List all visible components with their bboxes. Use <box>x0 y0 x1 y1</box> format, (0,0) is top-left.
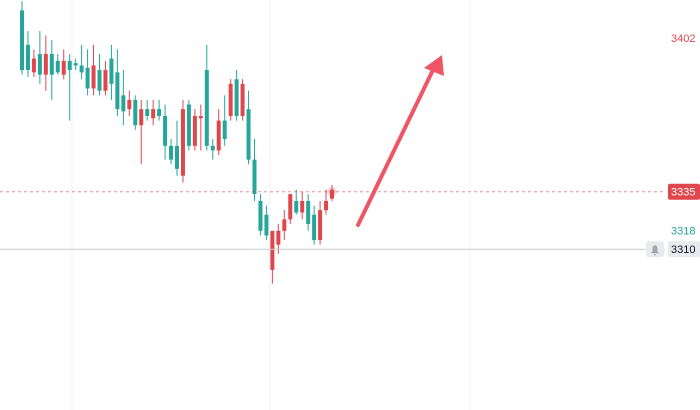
candle-body <box>25 44 30 71</box>
arrow <box>356 55 444 227</box>
candle-body <box>103 70 108 91</box>
candle-body <box>61 60 66 75</box>
candle-body <box>43 53 48 75</box>
candle-body <box>222 120 227 139</box>
candle-body <box>234 79 239 116</box>
candle-body <box>73 63 78 66</box>
candle-body <box>163 115 168 146</box>
candle-body <box>276 230 281 245</box>
price-label-box <box>668 183 700 200</box>
candle-body <box>20 10 24 71</box>
candle-body <box>288 194 293 220</box>
price-label-box <box>668 241 700 258</box>
candle-body <box>127 99 132 110</box>
candle-body <box>121 95 126 112</box>
candle-body <box>216 120 221 151</box>
candle-body <box>85 67 90 89</box>
price-label: 3310 <box>671 244 695 256</box>
price-label: 3402 <box>671 33 695 45</box>
alert-bell <box>651 245 659 256</box>
candle-body <box>294 200 299 213</box>
candle-body <box>282 219 287 231</box>
candle-body <box>258 200 263 231</box>
candle-body <box>169 145 174 160</box>
candle-body <box>330 191 334 199</box>
candle-body <box>228 83 233 116</box>
candle-body <box>192 115 197 146</box>
candle-body <box>210 145 215 151</box>
price-label: 3335 <box>671 187 695 199</box>
candle-body <box>157 109 162 116</box>
candle-body <box>79 65 84 73</box>
candle-body <box>204 70 209 146</box>
candle-body <box>31 58 36 73</box>
candle-body <box>246 109 251 160</box>
candle-body <box>198 115 203 119</box>
candle-body <box>151 109 156 119</box>
candle-body <box>312 214 317 241</box>
candle-body <box>306 200 311 224</box>
candle-body <box>55 60 60 73</box>
candle-body <box>97 70 102 91</box>
candle-body <box>37 53 42 75</box>
candle-body <box>318 210 323 241</box>
candle-body <box>145 109 150 116</box>
candle-body <box>186 104 191 146</box>
candle-body <box>175 145 179 169</box>
candle-body <box>324 200 329 211</box>
candle-body <box>139 109 144 126</box>
candle-body <box>133 99 138 126</box>
candle-body <box>264 214 269 236</box>
candle-body <box>270 230 275 270</box>
price-label: 3318 <box>671 226 695 238</box>
candle-body <box>180 109 185 176</box>
candle-body <box>109 58 114 84</box>
candle-body <box>49 53 54 75</box>
candle-body <box>67 60 72 71</box>
candle-body <box>91 65 96 89</box>
candle-body <box>240 83 245 116</box>
candle-body <box>300 200 305 213</box>
candle-body <box>252 159 257 195</box>
candle-body <box>115 72 120 110</box>
